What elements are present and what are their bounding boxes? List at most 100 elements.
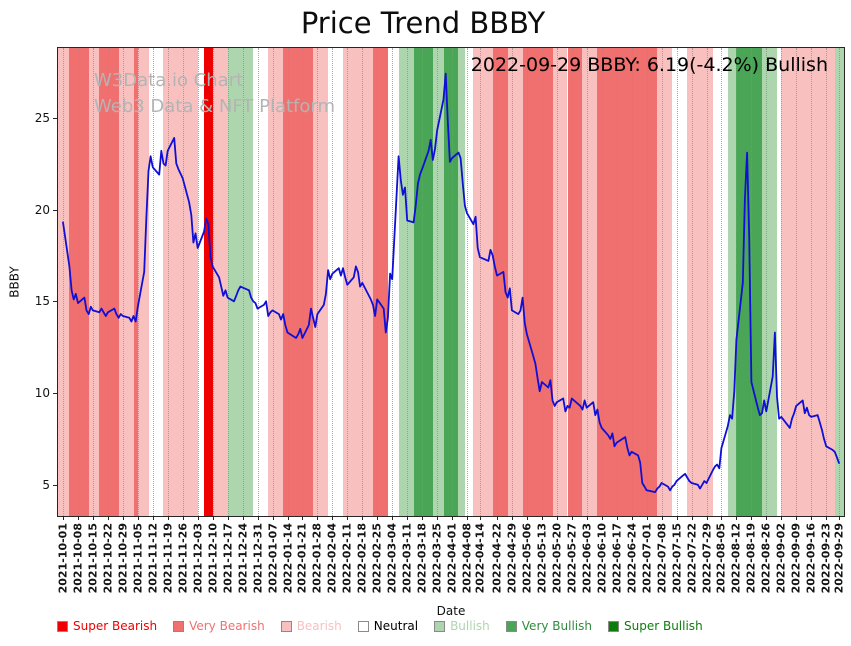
x-tick-mark [479, 516, 481, 520]
x-gridline [347, 48, 349, 516]
x-tick-label: 2022-04-29 [505, 523, 519, 594]
x-tick-label: 2022-05-20 [550, 523, 564, 594]
x-gridline [242, 48, 244, 516]
x-tick-label: 2022-05-13 [535, 523, 549, 594]
x-gridline [511, 48, 513, 516]
sentiment-band-neutral [328, 48, 344, 516]
x-tick-mark [497, 516, 498, 520]
x-gridline [407, 48, 409, 516]
x-tick-mark [631, 516, 633, 520]
x-gridline [479, 48, 481, 516]
x-tick-label: 2022-09-23 [819, 523, 833, 594]
x-tick-mark [422, 516, 424, 520]
x-tick-label: 2021-12-10 [206, 523, 220, 594]
sentiment-legend: Super Bearish Very Bearish Bearish Neutral B… [57, 619, 703, 633]
legend-swatch-bullish [434, 620, 446, 632]
x-tick-label: 2022-06-10 [595, 523, 609, 594]
sentiment-band-neutral [464, 48, 474, 516]
x-gridline [571, 48, 573, 516]
sentiment-band-bullish [227, 48, 254, 516]
y-tick-label: 25 [34, 110, 50, 125]
x-tick-label: 2022-06-17 [610, 523, 624, 594]
x-gridline [452, 48, 454, 516]
x-gridline [362, 48, 364, 516]
x-tick-label: 2022-03-25 [430, 523, 444, 594]
sentiment-band-very_bearish [492, 48, 508, 516]
x-tick-label: 2022-09-29 [832, 523, 846, 594]
x-tick-label: 2022-01-14 [281, 523, 294, 594]
x-tick-mark [182, 516, 184, 520]
legend-item-neutral: Neutral [357, 619, 418, 633]
x-tick-mark [437, 516, 439, 520]
sentiment-band-neutral [777, 48, 782, 516]
y-axis-label: BBBY [8, 266, 22, 298]
x-gridline [63, 48, 64, 516]
x-tick-mark [661, 516, 663, 520]
x-tick-label: 2021-10-08 [71, 523, 85, 594]
watermark-line-1: W3Data.io Chart [94, 70, 244, 91]
sentiment-band-very_bearish [372, 48, 388, 516]
x-tick-label: 2022-02-11 [340, 523, 354, 594]
sentiment-band-bullish [432, 48, 444, 516]
x-gridline [526, 48, 528, 516]
legend-swatch-super_bullish [608, 620, 619, 632]
x-tick-mark [721, 516, 723, 520]
x-tick-label: 2022-08-05 [714, 523, 728, 594]
x-tick-mark [467, 516, 468, 520]
x-tick-label: 2022-05-27 [565, 523, 579, 594]
x-gridline [826, 48, 828, 516]
sentiment-band-very_bullish [413, 48, 433, 516]
x-tick-mark [706, 516, 708, 520]
x-tick-mark [586, 516, 588, 520]
x-tick-label: 2022-08-12 [729, 523, 743, 594]
x-tick-mark [839, 516, 840, 520]
sentiment-band-bearish [473, 48, 493, 516]
x-gridline [556, 48, 558, 516]
x-tick-mark [766, 516, 768, 520]
x-gridline [212, 48, 214, 516]
x-gridline [422, 48, 424, 516]
sentiment-band-bearish [163, 48, 198, 516]
x-gridline [646, 48, 648, 516]
x-gridline [332, 48, 334, 516]
legend-swatch-bearish [280, 620, 292, 632]
x-tick-label: 2022-01-07 [266, 523, 279, 594]
sentiment-band-bearish [313, 48, 329, 516]
x-tick-mark [92, 516, 94, 520]
x-tick-label: 2022-02-04 [325, 523, 339, 594]
x-gridline [92, 48, 94, 516]
sentiment-band-neutral [197, 48, 205, 516]
x-tick-mark [332, 516, 334, 520]
price-line [62, 72, 840, 494]
x-tick-label: 2022-08-19 [744, 523, 758, 594]
x-tick-label: 2021-12-24 [236, 523, 250, 594]
x-tick-label: 2021-11-12 [146, 523, 160, 594]
x-tick-label: 2022-05-06 [520, 523, 534, 594]
x-tick-label: 2022-03-11 [400, 523, 414, 594]
y-tick-mark [53, 209, 57, 211]
x-tick-label: 2022-06-24 [625, 523, 639, 594]
x-gridline [691, 48, 693, 516]
x-gridline [661, 48, 663, 516]
x-tick-mark [571, 516, 573, 520]
legend-item-bearish: Bearish [280, 619, 342, 633]
x-gridline [766, 48, 768, 516]
watermark: W3Data.io Chart Web3 Data & NFT Platform [94, 68, 335, 120]
x-tick-mark [362, 516, 364, 520]
x-tick-mark [511, 516, 513, 520]
legend-item-super_bearish: Super Bearish [57, 619, 157, 633]
x-tick-mark [287, 516, 289, 520]
x-gridline [721, 48, 723, 516]
x-tick-label: 2021-10-22 [101, 523, 115, 594]
x-tick-label: 2022-07-01 [640, 523, 654, 594]
x-gridline [541, 48, 543, 516]
x-tick-mark [407, 516, 409, 520]
x-gridline [839, 48, 840, 516]
y-tick-mark [53, 393, 57, 394]
y-tick-mark [53, 484, 57, 486]
x-tick-label: 2022-08-26 [759, 523, 773, 594]
x-tick-label: 2021-12-17 [221, 523, 235, 594]
x-tick-mark [317, 516, 319, 520]
legend-item-bullish: Bullish [434, 619, 490, 633]
x-tick-mark [452, 516, 454, 520]
